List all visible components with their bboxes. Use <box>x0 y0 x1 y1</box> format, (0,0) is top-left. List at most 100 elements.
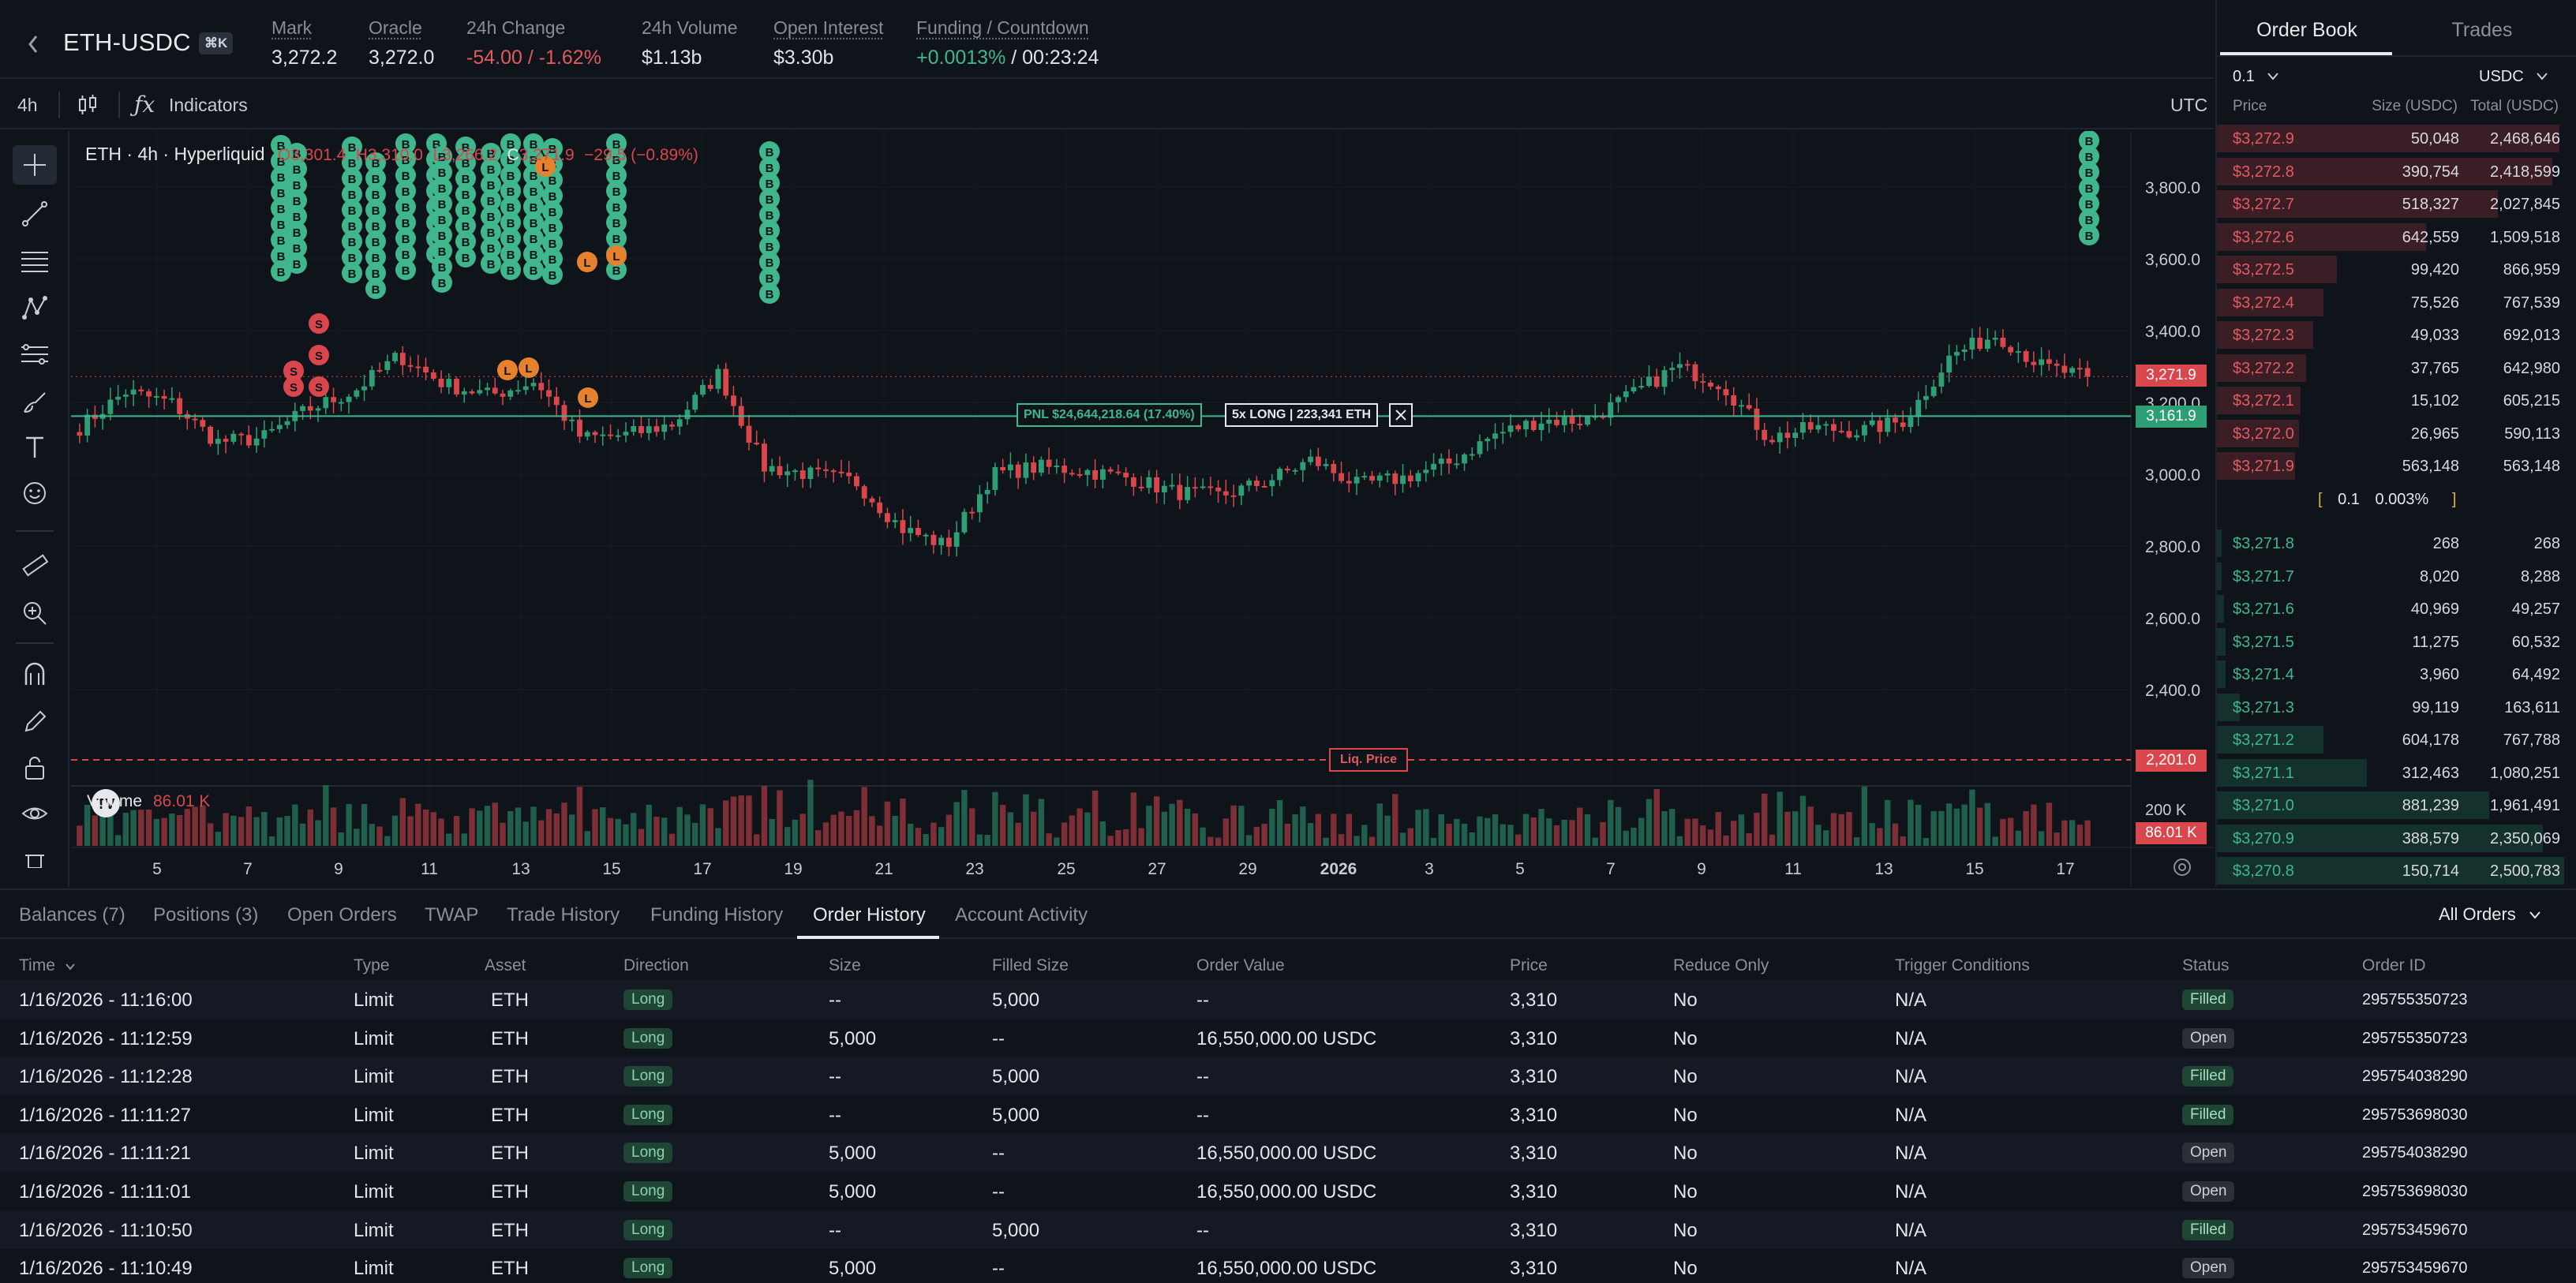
ask-row[interactable]: $3,272.8 390,754 2,418,599 <box>2217 155 2576 188</box>
lock-icon[interactable] <box>13 748 57 787</box>
liquidation-label[interactable]: Liq. Price <box>1329 748 1409 772</box>
bid-row[interactable]: $3,271.2 604,178 767,788 <box>2217 724 2576 756</box>
direction-badge: Long <box>623 1219 673 1240</box>
tab-account-activity[interactable]: Account Activity <box>955 904 1088 926</box>
ruler-icon[interactable] <box>13 546 57 585</box>
volume-bar <box>1076 808 1083 846</box>
trendline-icon[interactable] <box>13 194 57 234</box>
ask-row[interactable]: $3,272.5 99,420 866,959 <box>2217 253 2576 286</box>
bid-row[interactable]: $3,270.8 150,714 2,500,783 <box>2217 855 2576 887</box>
tab-trades[interactable]: Trades <box>2451 19 2513 41</box>
crosshair-icon[interactable] <box>13 145 57 185</box>
magnet-icon[interactable] <box>13 655 57 694</box>
tick-size-selector[interactable]: 0.1 <box>2233 68 2279 86</box>
ask-row[interactable]: $3,272.4 75,526 767,539 <box>2217 286 2576 319</box>
indicators-button[interactable]: Indicators <box>169 95 248 115</box>
tab-funding-history[interactable]: Funding History <box>650 904 784 926</box>
price-cell: 3,310 <box>1510 1104 1558 1126</box>
candle-body <box>700 384 706 395</box>
back-chevron-icon[interactable] <box>17 28 49 60</box>
volume-bar <box>77 825 83 846</box>
interval-selector[interactable]: 4h <box>17 95 38 115</box>
table-row[interactable]: 1/16/2026 - 11:12:59 Limit ETH 5,000 -- 16,55… <box>0 1019 2576 1057</box>
trade-marker-label: B <box>530 264 538 278</box>
col-time[interactable]: Time <box>19 956 76 975</box>
trade-marker <box>500 212 521 233</box>
pnl-label[interactable]: PNL $24,644,218.64 (17.40%) <box>1017 403 1202 427</box>
volume-bar <box>484 806 491 846</box>
candle-body <box>1739 405 1744 407</box>
visibility-eye-icon[interactable] <box>13 794 57 833</box>
tab-twap[interactable]: TWAP <box>425 904 479 926</box>
chart-lines <box>71 376 2131 761</box>
volume-bar <box>192 806 198 846</box>
size-cell: -- <box>829 989 841 1011</box>
volume-bar <box>692 822 698 846</box>
bid-row[interactable]: $3,271.1 312,463 1,080,251 <box>2217 757 2576 789</box>
table-row[interactable]: 1/16/2026 - 11:10:49 Limit ETH 5,000 -- 16,55… <box>0 1248 2576 1283</box>
table-row[interactable]: 1/16/2026 - 11:11:21 Limit ETH 5,000 -- 16,55… <box>0 1133 2576 1173</box>
status-badge: Filled <box>2182 1104 2234 1125</box>
volume-bar <box>84 804 91 846</box>
table-row[interactable]: 1/16/2026 - 11:16:00 Limit ETH -- 5,000 -- 3,3… <box>0 980 2576 1019</box>
ask-row[interactable]: $3,272.6 642,559 1,509,518 <box>2217 221 2576 253</box>
tab-balances[interactable]: Balances (7) <box>19 904 125 926</box>
close-position-icon[interactable] <box>1389 403 1413 427</box>
ask-row[interactable]: $3,271.9 563,148 563,148 <box>2217 450 2576 482</box>
ask-row[interactable]: $3,272.9 50,048 2,468,646 <box>2217 122 2576 155</box>
position-label[interactable]: 5x LONG | 223,341 ETH <box>1225 403 1379 427</box>
bid-row[interactable]: $3,270.9 388,579 2,350,069 <box>2217 822 2576 855</box>
pattern-icon[interactable] <box>13 289 57 328</box>
chart-canvas[interactable]: BBBBBBBBBBBBBBBBBBBBBBBBBBBBBBBBBBBBBBBB… <box>71 131 2214 887</box>
price-cell: $3,270.8 <box>2233 862 2294 880</box>
candle-body <box>561 405 567 421</box>
spread-row: [ 0.1 0.003% ] <box>2318 491 2457 508</box>
trade-marker <box>481 253 501 274</box>
x-tick-label: 11 <box>1784 860 1802 878</box>
bid-row[interactable]: $3,271.6 40,969 49,257 <box>2217 593 2576 625</box>
tab-order-history[interactable]: Order History <box>813 904 926 926</box>
ask-row[interactable]: $3,272.2 37,765 642,980 <box>2217 352 2576 384</box>
table-row[interactable]: 1/16/2026 - 11:12:28 Limit ETH -- 5,000 -- 3,3… <box>0 1057 2576 1096</box>
tab-order-book[interactable]: Order Book <box>2256 19 2357 41</box>
horizontal-lines-icon[interactable] <box>13 241 57 281</box>
currency-selector[interactable]: USDC <box>2479 68 2548 86</box>
trade-marker-label: B <box>372 189 380 202</box>
fib-tool-icon[interactable] <box>13 335 57 374</box>
bid-row[interactable]: $3,271.3 99,119 163,611 <box>2217 691 2576 724</box>
trade-marker <box>455 200 476 220</box>
trash-icon[interactable] <box>13 844 57 868</box>
market-pair-selector[interactable]: ETH-USDC <box>63 28 191 56</box>
table-row[interactable]: 1/16/2026 - 11:11:01 Limit ETH 5,000 -- 16,55… <box>0 1172 2576 1210</box>
bid-row[interactable]: $3,271.0 881,239 1,961,491 <box>2217 789 2576 821</box>
bid-row[interactable]: $3,271.4 3,960 64,492 <box>2217 658 2576 690</box>
lock-drawing-pencil-icon[interactable] <box>13 702 57 742</box>
order-filter-dropdown[interactable]: All Orders <box>2439 904 2541 925</box>
ask-row[interactable]: $3,272.1 15,102 605,215 <box>2217 384 2576 417</box>
candle-body <box>1346 481 1352 484</box>
bid-row[interactable]: $3,271.8 268 268 <box>2217 527 2576 559</box>
candle-body <box>807 467 814 480</box>
zoom-in-icon[interactable] <box>13 593 57 633</box>
table-row[interactable]: 1/16/2026 - 11:10:50 Limit ETH -- 5,000 -- 3,3… <box>0 1210 2576 1249</box>
size-cell: 642,559 <box>2402 228 2459 246</box>
bid-row[interactable]: $3,271.5 11,275 60,532 <box>2217 626 2576 658</box>
text-tool-icon[interactable] <box>13 428 57 467</box>
volume-bar <box>838 811 844 846</box>
ask-row[interactable]: $3,272.3 49,033 692,013 <box>2217 319 2576 351</box>
table-row[interactable]: 1/16/2026 - 11:11:27 Limit ETH -- 5,000 -- 3,3… <box>0 1095 2576 1134</box>
tab-trade-history[interactable]: Trade History <box>507 904 620 926</box>
bid-row[interactable]: $3,271.7 8,020 8,288 <box>2217 560 2576 593</box>
timezone-label[interactable]: UTC <box>2170 95 2208 115</box>
brush-icon[interactable] <box>13 382 57 421</box>
trade-marker <box>578 387 598 408</box>
tab-positions[interactable]: Positions (3) <box>153 904 259 926</box>
candle-style-icon[interactable] <box>76 93 99 121</box>
volume-bar <box>845 815 852 846</box>
emoji-icon[interactable] <box>13 473 57 513</box>
candle-body <box>77 432 83 436</box>
tab-open-orders[interactable]: Open Orders <box>287 904 397 926</box>
ask-row[interactable]: $3,272.0 26,965 590,113 <box>2217 417 2576 450</box>
ask-row[interactable]: $3,272.7 518,327 2,027,845 <box>2217 188 2576 220</box>
